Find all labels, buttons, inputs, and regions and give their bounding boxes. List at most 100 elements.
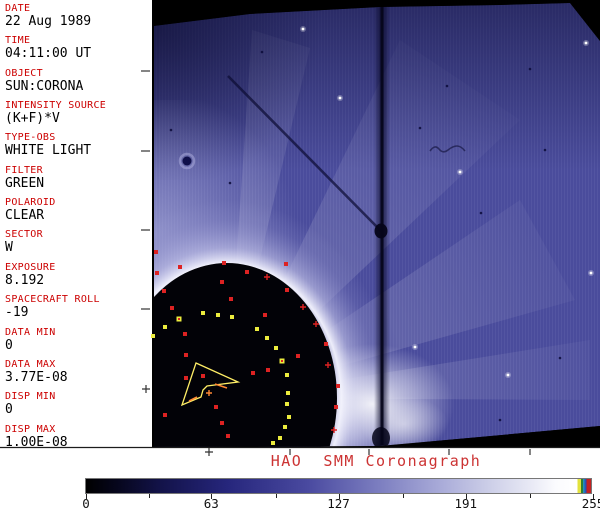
- field-value: 3.77E-08: [5, 369, 68, 385]
- fiducial-yellow-dot: [201, 311, 205, 315]
- dark-speck: [479, 211, 483, 215]
- field-value: 04:11:00 UT: [5, 46, 92, 62]
- fiducial-yellow-dot: [285, 373, 289, 377]
- fiducial-yellow-dot: [230, 315, 234, 319]
- flag-polygon-outline: [180, 362, 241, 407]
- fiducial-red-dot: [251, 371, 255, 375]
- dust-squiggle: [429, 145, 466, 153]
- fiducial-yellow-dot: [285, 402, 289, 406]
- colorbar-gradient: [85, 478, 592, 494]
- metadata-field-disp-min: DISP MIN 0: [5, 391, 56, 417]
- star: [506, 373, 510, 377]
- fiducial-red-dot: [226, 434, 230, 438]
- star: [338, 96, 342, 100]
- field-label: DISP MAX: [5, 423, 56, 435]
- dust-halo: [178, 152, 196, 170]
- fiducial-markers: [151, 250, 340, 445]
- fiducial-yellow-dot: [286, 391, 290, 395]
- scene-svg: [0, 0, 600, 456]
- metadata-field-time: TIME 04:11:00 UT: [5, 35, 91, 61]
- fiducial-red-dot: [266, 368, 270, 372]
- field-value: -19: [5, 305, 29, 321]
- star: [589, 271, 593, 275]
- metadata-field-date: DATE 22 Aug 1989: [5, 3, 91, 29]
- fiducial-red-cross: [264, 274, 270, 280]
- fiducial-red-dot: [163, 413, 167, 417]
- metadata-field-sector: SECTOR W: [5, 229, 43, 255]
- colorbar-tick-label: 0: [82, 496, 90, 511]
- fiducial-yellow-dot: [151, 334, 155, 338]
- metadata-field-data-min: DATA MIN 0: [5, 327, 56, 353]
- left-axis-plus-tick: [142, 385, 150, 393]
- field-label: TYPE-OBS: [5, 132, 56, 144]
- fiducial-yellow-dot: [265, 336, 269, 340]
- dark-speck: [543, 148, 547, 152]
- fiducial-red-dot: [245, 270, 249, 274]
- colorbar-minor-tick: [530, 494, 532, 498]
- colorbar-tick-label: 255: [581, 496, 600, 511]
- fiducial-yellow-dot: [271, 441, 275, 445]
- fiducial-red-dot: [170, 306, 174, 310]
- metadata-field-type-obs: TYPE-OBS WHITE LIGHT: [5, 132, 91, 158]
- colorbar-minor-tick: [403, 494, 405, 498]
- colorbar-tick-label: 63: [203, 496, 219, 511]
- background-stars: [300, 26, 594, 378]
- dark-speck: [445, 84, 449, 88]
- fiducial-red-dot: [324, 342, 328, 346]
- fiducial-red-dot: [162, 289, 166, 293]
- fiducial-red-dot: [296, 354, 300, 358]
- frame-ticks: [141, 70, 531, 456]
- fiducial-red-dot: [220, 421, 224, 425]
- dark-speck: [558, 356, 562, 360]
- field-label: DATA MAX: [5, 358, 56, 370]
- star: [458, 170, 462, 174]
- field-label: OBJECT: [5, 67, 43, 79]
- fiducial-yellow-dot: [278, 436, 282, 440]
- field-label: INTENSITY SOURCE: [5, 100, 107, 112]
- field-label: FILTER: [5, 164, 43, 176]
- dark-speck: [528, 67, 532, 71]
- field-label: TIME: [5, 35, 31, 47]
- flag-accent-segment: [188, 396, 198, 402]
- dark-speck: [418, 126, 422, 130]
- metadata-field-spacecraft-roll: SPACECRAFT ROLL -19: [5, 294, 100, 320]
- field-label: DISP MIN: [5, 391, 56, 403]
- dark-specks: [169, 50, 562, 422]
- fiducial-red-cross: [331, 427, 337, 433]
- fiducial-red-dot: [229, 297, 233, 301]
- fiducial-red-dot: [201, 374, 205, 378]
- fiducial-red-dot: [183, 332, 187, 336]
- fiducial-yellow-dot: [283, 425, 287, 429]
- fiducial-orange-cross: [206, 390, 212, 396]
- metadata-field-filter: FILTER GREEN: [5, 165, 44, 191]
- metadata-field-disp-max: DISP MAX 1.00E-08: [5, 424, 68, 450]
- occulting-disk: [154, 263, 337, 447]
- star: [584, 41, 588, 45]
- dark-speck: [260, 50, 264, 54]
- dust-spot: [182, 156, 192, 166]
- fiducial-red-dot: [154, 250, 158, 254]
- flag-accent-segment: [214, 383, 228, 389]
- fiducial-red-dot: [155, 271, 159, 275]
- metadata-field-intensity-source: INTENSITY SOURCE (K+F)*V: [5, 100, 106, 126]
- metadata-field-data-max: DATA MAX 3.77E-08: [5, 359, 68, 385]
- fiducial-ring-marker-center: [178, 318, 180, 320]
- field-value: CLEAR: [5, 208, 45, 224]
- metadata-field-polaroid: POLAROID CLEAR: [5, 197, 56, 223]
- fiducial-red-dot: [334, 405, 338, 409]
- pylon-shadow-line: [227, 75, 382, 232]
- field-value: (K+F)*V: [5, 111, 60, 127]
- dark-speck: [169, 128, 173, 132]
- metadata-field-object: OBJECT SUN:CORONA: [5, 68, 83, 94]
- colorbar-minor-tick: [275, 494, 277, 498]
- fiducial-red-dot: [220, 280, 224, 284]
- fiducial-red-dot: [336, 384, 340, 388]
- fiducial-yellow-dot: [274, 346, 278, 350]
- colorbar-major-tick: [211, 494, 213, 499]
- metadata-field-exposure: EXPOSURE 8.192: [5, 262, 56, 288]
- colorbar-tick-label: 127: [327, 496, 350, 511]
- field-value: 0: [5, 337, 13, 353]
- field-value: 22 Aug 1989: [5, 14, 92, 29]
- fiducial-red-dot: [285, 288, 289, 292]
